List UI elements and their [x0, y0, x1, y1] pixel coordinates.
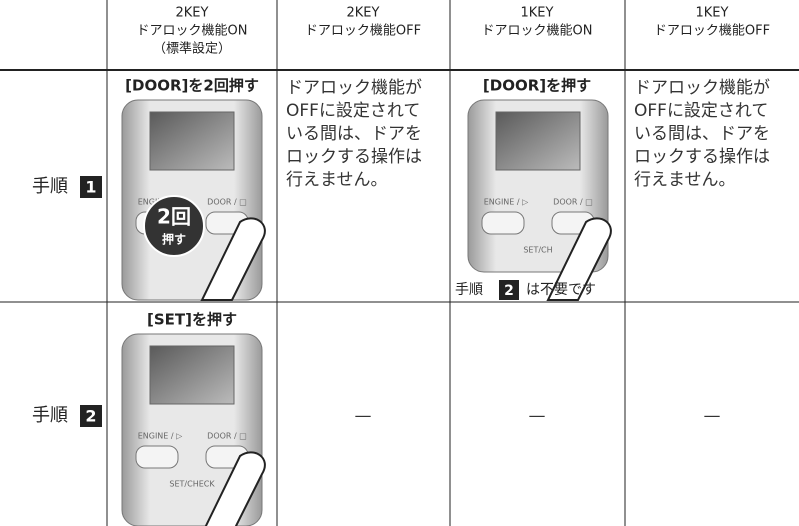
header-text: （標準設定） [153, 41, 231, 57]
step-label: 手順 [32, 405, 68, 426]
button-label: DOOR / □ [207, 432, 247, 441]
body-line: ドアロック機能が [634, 78, 770, 98]
remote-illustration: ENGINE / ▷ DOOR / □ SET/CH [467, 99, 612, 301]
finger [200, 217, 266, 301]
cell-caption: [DOOR]を押す [483, 77, 591, 95]
header-text: 1KEY [696, 6, 729, 21]
remote-screen [149, 345, 235, 405]
header-text: 2KEY [176, 6, 209, 21]
cell-caption: [SET]を押す [147, 311, 237, 329]
button-label: ENGINE / ▷ [484, 198, 529, 207]
step-number: 1 [85, 178, 96, 197]
step-label: 手順 [32, 176, 68, 197]
body-line: ロックする操作は [286, 147, 422, 167]
badge-text: 2回 [157, 205, 191, 229]
cell-text: ドアロック機能が OFFに設定されて いる間は、ドアを ロックする操作は 行えま… [634, 78, 770, 190]
finger [204, 451, 266, 526]
body-line: ロックする操作は [634, 147, 770, 167]
note-text: は不要です [526, 282, 596, 298]
button-label: DOOR / □ [207, 198, 247, 207]
header-text: ドアロック機能OFF [654, 24, 770, 39]
header-text: 2KEY [347, 6, 380, 21]
body-line: いる間は、ドアを [634, 124, 770, 144]
header-text: 1KEY [521, 6, 554, 21]
dash: — [704, 406, 721, 426]
header-text: ドアロック機能ON [137, 24, 248, 39]
badge-text: 押す [162, 232, 186, 247]
button-label: SET/CHECK [169, 480, 215, 489]
press-badge [143, 195, 205, 257]
dash: — [529, 406, 546, 426]
header-text: ドアロック機能ON [482, 24, 593, 39]
cell-caption: [DOOR]を2回押す [125, 77, 259, 95]
body-line: 行えません。 [286, 170, 388, 190]
step-badge [80, 176, 102, 198]
body-line: OFFに設定されて [286, 101, 420, 121]
button-label: DOOR / □ [553, 198, 593, 207]
remote-illustration: ENGINE / ▷ DOOR / □ [121, 99, 266, 301]
body-line: ドアロック機能が [286, 78, 422, 98]
button-label: SET/CH [523, 246, 552, 255]
remote-button [481, 211, 525, 235]
step-badge [499, 280, 519, 300]
finger [546, 217, 612, 301]
cell-text: ドアロック機能が OFFに設定されて いる間は、ドアを ロックする操作は 行えま… [286, 78, 422, 190]
step-badge [80, 405, 102, 427]
body-line: 行えません。 [634, 170, 736, 190]
body-line: いる間は、ドアを [286, 124, 422, 144]
step-number: 2 [85, 407, 96, 426]
button-label: ENGINE / ▷ [138, 432, 183, 441]
note-text: 手順 [455, 282, 483, 298]
remote-button [135, 445, 179, 469]
remote-screen [495, 111, 581, 171]
remote-illustration: ENGINE / ▷ DOOR / □ SET/CHECK [121, 333, 266, 526]
dash: — [355, 406, 372, 426]
header-text: ドアロック機能OFF [305, 24, 421, 39]
note-number: 2 [504, 283, 514, 299]
remote-screen [149, 111, 235, 171]
body-line: OFFに設定されて [634, 101, 768, 121]
